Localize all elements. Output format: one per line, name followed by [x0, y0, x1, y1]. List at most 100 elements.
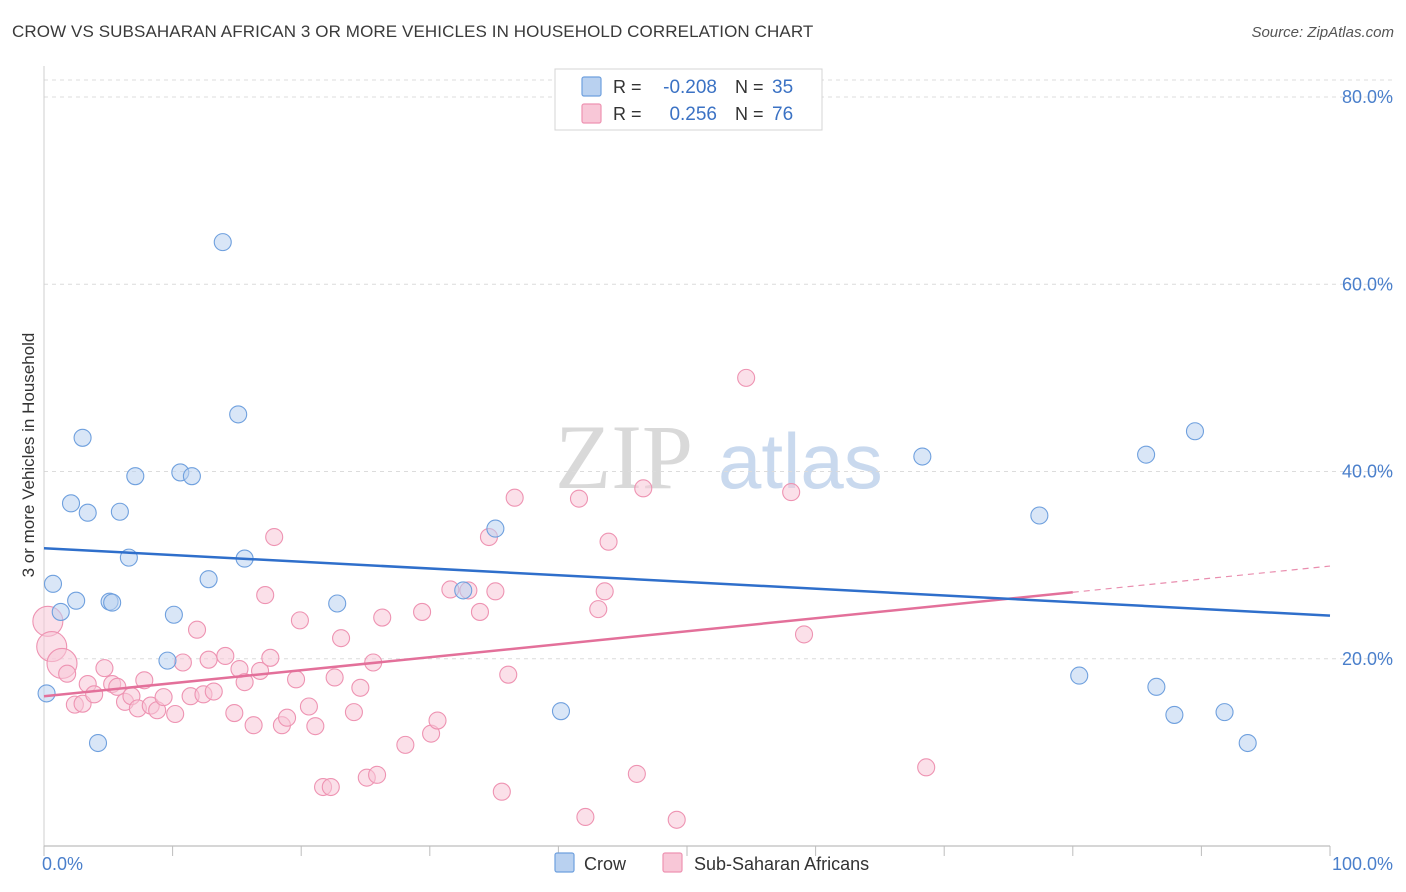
ssa-point	[569, 489, 589, 508]
ssa-n-value: 76	[772, 104, 793, 125]
ssa-trend-line	[43, 591, 1073, 698]
ssa-point	[287, 670, 306, 689]
crow-n-label: N =	[735, 77, 764, 97]
crow-point	[37, 684, 56, 703]
crow-point	[61, 494, 81, 513]
ssa-point	[373, 608, 392, 627]
ssa-point	[351, 678, 370, 697]
y-tick-label-20: 20.0%	[1342, 649, 1393, 669]
ssa-point	[505, 488, 524, 507]
crow-n-value: 35	[772, 77, 793, 98]
ssa-point	[166, 704, 185, 724]
crow-point	[43, 574, 63, 593]
ssa-point	[58, 664, 77, 683]
crow-r-label: R =	[613, 77, 642, 97]
series-legend: Crow Sub-Saharan Africans	[554, 852, 869, 874]
crow-point	[51, 602, 70, 621]
ssa-point	[595, 582, 614, 601]
ssa-point	[413, 602, 432, 621]
ssa-point	[261, 648, 280, 667]
crow-point	[1185, 422, 1205, 441]
crow-point	[551, 702, 571, 721]
crow-point	[182, 467, 201, 486]
ssa-point	[627, 764, 646, 783]
ssa-point	[95, 659, 114, 678]
y-tick-label-60: 60.0%	[1342, 274, 1393, 294]
ssa-point	[499, 665, 518, 684]
crow-swatch	[581, 76, 602, 97]
ssa-point	[204, 682, 223, 701]
tick-labels: 20.0% 40.0% 60.0% 80.0% 0.0% 100.0%	[42, 87, 1393, 874]
ssa-point	[325, 668, 344, 687]
crow-point	[126, 467, 145, 486]
ssa-point	[486, 582, 505, 601]
crow-point	[164, 605, 183, 624]
ssa-point	[290, 611, 309, 630]
crow-point	[454, 581, 473, 600]
crow-point	[78, 503, 97, 522]
ssa-point	[782, 483, 801, 502]
crow-point	[110, 502, 129, 521]
ssa-point	[235, 673, 254, 692]
crow-point	[913, 447, 932, 466]
crow-point	[88, 733, 108, 753]
ssa-point	[368, 765, 387, 784]
ssa-point	[321, 777, 340, 797]
chart-title: CROW VS SUBSAHARAN AFRICAN 3 OR MORE VEH…	[12, 22, 814, 41]
watermark: ZIP atlas	[555, 406, 883, 508]
ssa-trend-extension	[1072, 565, 1331, 593]
y-tick-label-80: 80.0%	[1342, 87, 1393, 107]
crow-point	[1215, 703, 1234, 722]
crow-point	[213, 233, 232, 252]
crow-point	[103, 593, 122, 612]
ssa-point	[299, 697, 318, 716]
ssa-r-value: 0.256	[669, 104, 717, 125]
ssa-point	[396, 735, 415, 754]
ssa-point	[737, 368, 756, 387]
watermark-atlas: atlas	[718, 417, 883, 505]
ssa-point	[576, 807, 595, 827]
ssa-r-label: R =	[613, 104, 642, 124]
ssa-point	[667, 810, 686, 829]
crow-point	[67, 591, 86, 610]
ssa-point	[256, 586, 275, 605]
grid-lines	[44, 79, 1392, 660]
ssa-point	[154, 688, 173, 707]
ssa-point	[85, 685, 104, 704]
axes	[43, 66, 1331, 856]
y-tick-label-40: 40.0%	[1342, 462, 1393, 482]
ssa-point	[589, 600, 608, 619]
ssa-point	[492, 782, 511, 801]
data-points	[32, 233, 1257, 829]
ssa-point	[278, 708, 297, 727]
crow-point	[229, 405, 248, 424]
ssa-point	[306, 717, 325, 736]
ssa-point	[173, 653, 192, 672]
ssa-point	[470, 602, 490, 621]
ssa-n-label: N =	[735, 104, 764, 124]
ssa-point	[244, 716, 263, 735]
legend-ssa-swatch	[662, 852, 683, 873]
crow-point	[199, 570, 218, 589]
ssa-swatch	[581, 103, 602, 124]
crow-point	[73, 428, 92, 447]
crow-point	[1147, 677, 1166, 696]
crow-r-value: -0.208	[663, 77, 717, 98]
stats-legend: R = -0.208 N = 35 R = 0.256 N = 76	[554, 68, 823, 131]
x-tick-label-max: 100.0%	[1332, 854, 1393, 874]
legend-crow-label: Crow	[584, 854, 627, 874]
ssa-point	[599, 532, 618, 551]
legend-ssa-label: Sub-Saharan Africans	[694, 854, 869, 874]
crow-point	[1030, 506, 1049, 525]
ssa-point	[265, 527, 284, 547]
crow-point	[328, 594, 347, 613]
ssa-point	[199, 650, 218, 669]
crow-point	[158, 651, 177, 670]
ssa-point	[794, 625, 814, 644]
trend-lines	[43, 547, 1331, 698]
ssa-point	[332, 629, 351, 648]
ssa-point	[634, 479, 653, 498]
ssa-point	[344, 703, 363, 722]
crow-point	[1165, 705, 1184, 724]
